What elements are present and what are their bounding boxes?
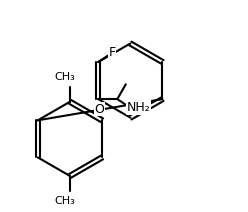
Text: NH₂: NH₂ [127,101,150,114]
Text: F: F [108,46,116,59]
Text: CH₃: CH₃ [54,72,75,82]
Text: CH₃: CH₃ [54,196,75,206]
Text: O: O [94,103,104,116]
